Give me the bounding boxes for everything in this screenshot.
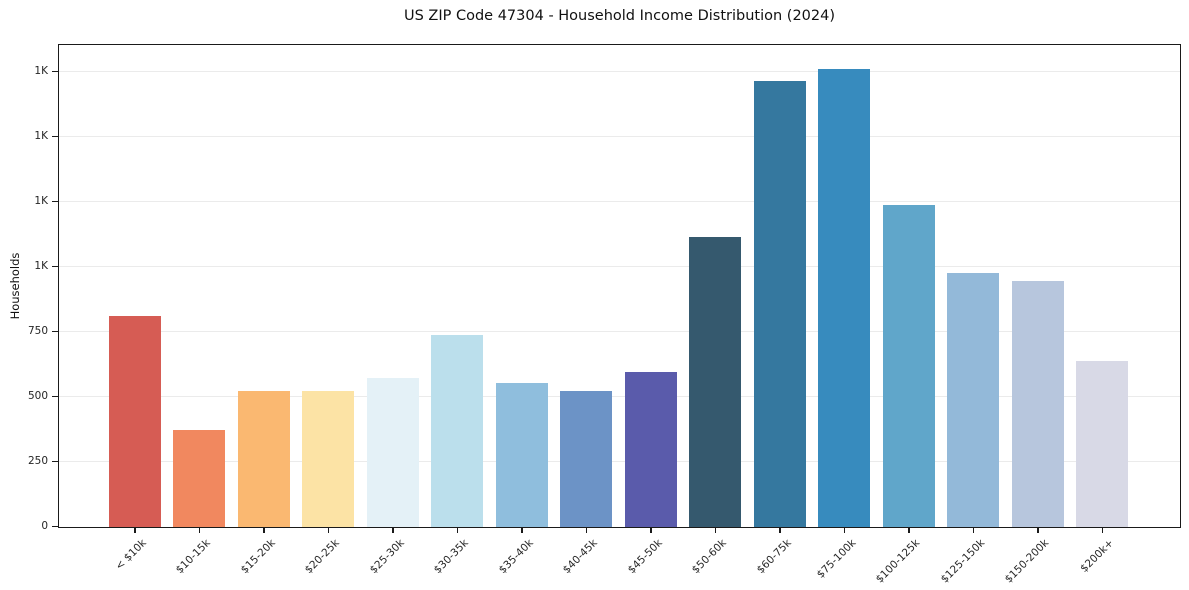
- gridline: [59, 461, 1180, 462]
- gridline: [59, 396, 1180, 397]
- bar: [173, 429, 225, 527]
- y-tick-mark: [52, 135, 58, 138]
- x-tick-label: $100-125k: [873, 537, 923, 586]
- x-tick-mark: [908, 528, 910, 533]
- bar: [882, 204, 935, 527]
- bar: [302, 391, 354, 527]
- bar: [366, 378, 419, 527]
- x-tick-label: $125-150k: [938, 537, 987, 586]
- bar: [818, 68, 870, 527]
- bar: [753, 80, 806, 527]
- x-tick-label: < $10k: [112, 537, 149, 573]
- y-tick-mark: [52, 395, 58, 398]
- y-tick-mark: [52, 330, 58, 333]
- x-tick-label: $30-35k: [431, 537, 471, 577]
- gridline: [59, 71, 1180, 72]
- x-tick-mark: [843, 528, 846, 533]
- gridline: [59, 201, 1180, 202]
- x-tick-mark: [521, 528, 523, 533]
- y-tick-mark: [52, 460, 58, 463]
- x-tick-mark: [650, 528, 652, 533]
- bar: [108, 316, 161, 527]
- x-tick-label: $35-40k: [496, 537, 536, 577]
- x-tick-mark: [779, 528, 781, 533]
- y-tick-label: 500: [27, 390, 48, 402]
- x-tick-mark: [392, 528, 394, 533]
- x-tick-mark: [263, 528, 265, 533]
- x-tick-mark: [327, 528, 330, 533]
- y-tick-mark: [52, 70, 58, 73]
- y-tick-label: 1K: [34, 130, 48, 142]
- bar: [1011, 281, 1064, 527]
- x-tick-mark: [585, 528, 588, 533]
- y-tick-label: 1K: [34, 65, 48, 77]
- x-tick-label: $200k+: [1078, 537, 1116, 575]
- bar: [560, 390, 612, 527]
- x-tick-mark: [134, 528, 136, 533]
- bar: [1076, 360, 1128, 527]
- bar: [624, 371, 677, 527]
- y-tick-label: 250: [27, 455, 48, 467]
- x-tick-mark: [1101, 528, 1104, 533]
- x-tick-label: $45-50k: [625, 537, 665, 577]
- x-tick-label: $25-30k: [367, 537, 407, 577]
- x-tick-mark: [972, 528, 975, 533]
- x-tick-label: $40-45k: [560, 537, 600, 577]
- chart-title: US ZIP Code 47304 - Household Income Dis…: [403, 8, 836, 24]
- bar: [689, 237, 741, 527]
- gridline: [59, 266, 1180, 267]
- bar: [495, 382, 548, 527]
- x-tick-label: $20-25k: [302, 537, 342, 577]
- x-tick-label: $150-200k: [1002, 537, 1052, 586]
- x-tick-mark: [1037, 528, 1039, 533]
- x-tick-label: $15-20k: [238, 537, 278, 577]
- x-tick-mark: [456, 528, 459, 533]
- bar: [431, 335, 483, 527]
- plot-area: [58, 44, 1181, 528]
- y-tick-label: 0: [41, 520, 48, 532]
- x-tick-label: $10-15k: [173, 537, 213, 577]
- x-tick-label: $75-100k: [814, 537, 858, 581]
- y-tick-label: 1K: [34, 260, 48, 272]
- y-tick-label: 750: [27, 325, 48, 337]
- bar: [947, 272, 999, 527]
- y-tick-mark: [52, 200, 58, 203]
- y-tick-label: 1K: [34, 195, 48, 207]
- x-tick-label: $50-60k: [689, 537, 729, 577]
- bar: [237, 390, 290, 527]
- x-tick-label: $60-75k: [754, 537, 794, 577]
- x-tick-mark: [198, 528, 201, 533]
- gridline: [59, 136, 1180, 137]
- y-tick-mark: [52, 525, 58, 528]
- gridline: [59, 331, 1180, 332]
- y-tick-mark: [52, 265, 58, 268]
- x-tick-mark: [714, 528, 717, 533]
